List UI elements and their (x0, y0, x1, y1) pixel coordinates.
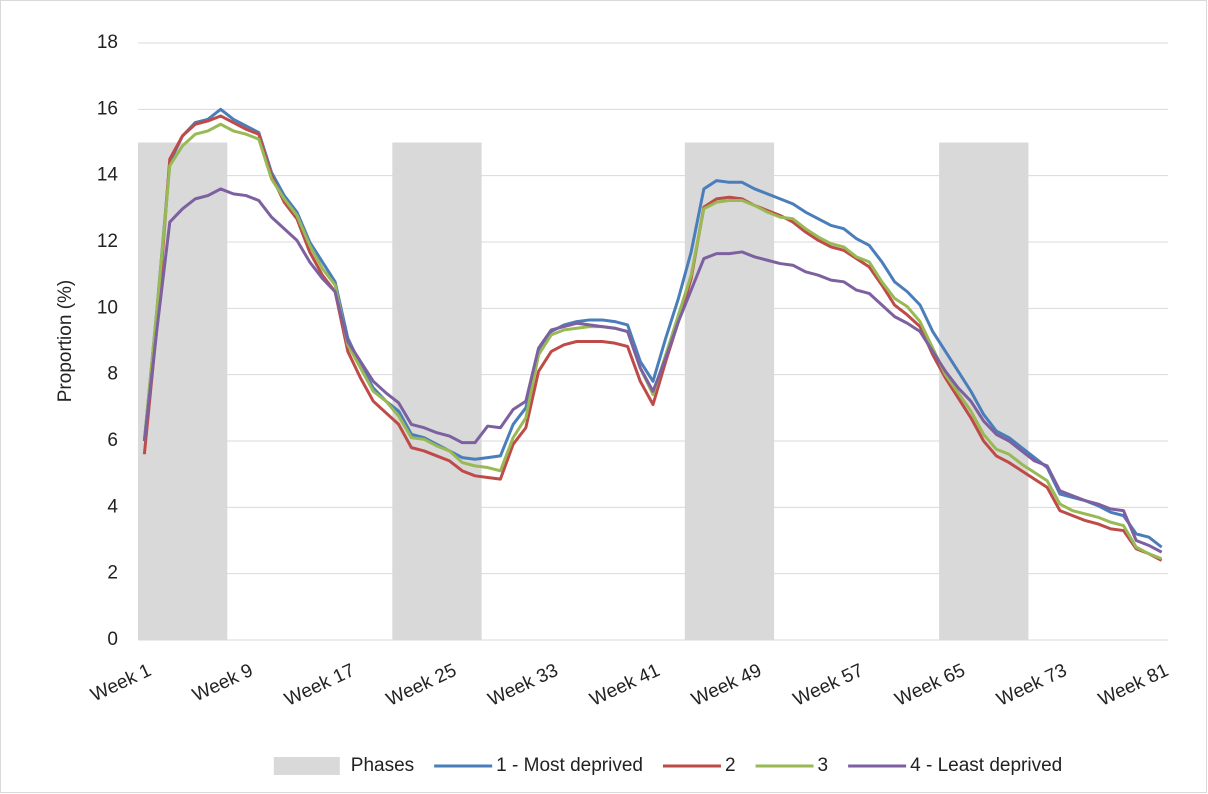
phase-bar (684, 142, 698, 640)
phase-bar (443, 142, 457, 640)
legend-swatch (273, 757, 340, 775)
legend-label: 2 (725, 755, 736, 776)
series-line (142, 122, 1163, 561)
phase-bar (138, 142, 152, 640)
phase-bar (1002, 142, 1016, 640)
phase-bar (150, 142, 164, 640)
y-axis-title: Proportion (%) (55, 280, 76, 403)
phase-bar (417, 142, 431, 640)
legend-item: 3 (755, 755, 829, 776)
phase-bar (761, 142, 775, 640)
phase-bar (430, 142, 444, 640)
legend-label: Phases (351, 755, 414, 776)
legend-item: 2 (662, 755, 736, 776)
phase-bar (748, 142, 762, 640)
series-line (142, 114, 1163, 562)
y-tick-label: 0 (107, 629, 118, 650)
y-tick-label: 18 (97, 32, 118, 53)
y-tick-label: 10 (97, 297, 118, 318)
phase-bar (405, 142, 419, 640)
series-line (142, 187, 1163, 554)
y-tick-label: 8 (107, 364, 118, 385)
phase-bar (392, 142, 406, 640)
series-line (142, 107, 1163, 549)
phase-bar (468, 142, 482, 640)
phase-bar (176, 142, 190, 640)
y-tick-label: 2 (107, 563, 118, 584)
phase-bar (188, 142, 202, 640)
legend-item: Phases (273, 755, 414, 776)
legend-label: 4 - Least deprived (910, 755, 1062, 776)
legend-label: 3 (818, 755, 829, 776)
y-tick-label: 14 (97, 165, 119, 186)
bars (138, 142, 1029, 640)
phase-bar (214, 142, 228, 640)
y-tick-label: 12 (97, 231, 118, 252)
phase-bar (722, 142, 736, 640)
legend: Phases 1 - Most deprived 2 3 4 - Least depri… (273, 755, 1062, 776)
phase-bar (455, 142, 469, 640)
phase-bar (1015, 142, 1029, 640)
phase-bar (977, 142, 991, 640)
phase-bar (989, 142, 1003, 640)
lines (142, 107, 1163, 562)
phase-bar (201, 142, 215, 640)
y-tick-label: 4 (107, 496, 118, 517)
y-tick-label: 16 (97, 98, 118, 119)
legend-item: 1 - Most deprived (434, 755, 643, 776)
phase-bar (735, 142, 749, 640)
phase-bar (163, 142, 177, 640)
phase-bar (710, 142, 724, 640)
legend-label: 1 - Most deprived (496, 755, 643, 776)
y-tick-label: 6 (107, 430, 118, 451)
phase-bar (939, 142, 953, 640)
legend-item: 4 - Least deprived (848, 755, 1062, 776)
